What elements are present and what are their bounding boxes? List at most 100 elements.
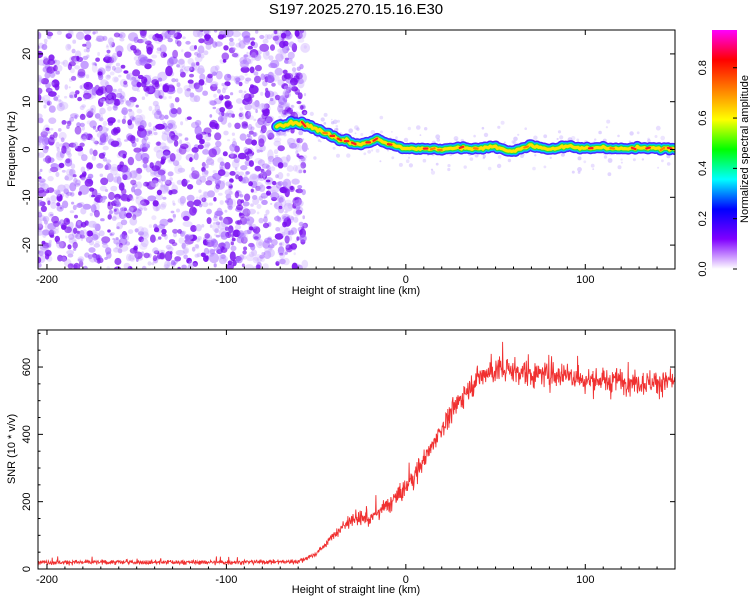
noise-speckle: [240, 62, 250, 69]
noise-speckle: [212, 71, 217, 77]
noise-speckle: [560, 152, 565, 157]
noise-speckle: [155, 123, 165, 130]
noise-speckle: [263, 250, 272, 259]
noise-speckle: [71, 75, 77, 81]
noise-speckle: [113, 104, 118, 109]
noise-speckle: [209, 100, 217, 106]
noise-speckle: [213, 213, 218, 219]
noise-speckle: [141, 251, 145, 256]
noise-speckle: [195, 61, 200, 66]
noise-speckle: [156, 189, 162, 196]
noise-speckle: [336, 153, 340, 158]
noise-speckle: [201, 224, 205, 228]
noise-speckle: [278, 197, 284, 203]
snr-x-axis: -200 -100 0 100: [36, 330, 676, 586]
noise-speckle: [286, 154, 291, 162]
noise-speckle: [543, 134, 548, 139]
noise-speckle: [228, 153, 238, 159]
noise-speckle: [296, 100, 302, 105]
noise-speckle: [247, 208, 256, 215]
noise-speckle: [268, 132, 273, 139]
noise-speckle: [164, 260, 171, 269]
noise-speckle: [172, 202, 176, 206]
noise-speckle: [398, 162, 403, 167]
noise-speckle: [267, 188, 272, 193]
noise-speckle: [241, 123, 249, 129]
noise-speckle: [64, 174, 74, 181]
noise-speckle: [238, 89, 243, 94]
noise-speckle: [259, 254, 265, 259]
noise-speckle: [285, 244, 292, 250]
noise-speckle: [59, 102, 63, 108]
noise-speckle: [281, 162, 288, 168]
noise-speckle: [154, 33, 160, 38]
noise-speckle: [260, 103, 264, 108]
noise-speckle: [356, 127, 360, 131]
noise-speckle: [239, 59, 249, 69]
noise-speckle: [275, 53, 284, 62]
noise-speckle: [85, 74, 90, 79]
noise-speckle: [549, 156, 552, 159]
noise-speckle: [135, 257, 139, 262]
noise-speckle: [148, 128, 155, 136]
noise-speckle: [172, 49, 179, 59]
noise-speckle: [218, 254, 223, 260]
noise-speckle: [227, 228, 231, 232]
noise-speckle: [205, 79, 209, 83]
noise-speckle: [96, 35, 105, 42]
noise-speckle: [164, 130, 170, 136]
noise-speckle: [239, 212, 244, 216]
noise-speckle: [207, 190, 215, 198]
noise-speckle: [283, 73, 291, 79]
noise-speckle: [168, 95, 172, 99]
noise-speckle: [395, 136, 398, 139]
noise-speckle: [169, 102, 175, 109]
noise-speckle: [292, 208, 301, 217]
noise-speckle: [180, 121, 184, 126]
noise-speckle: [391, 156, 395, 160]
snr-plot-area: [38, 330, 675, 569]
noise-speckle: [283, 133, 287, 137]
noise-speckle: [55, 190, 61, 197]
noise-speckle: [131, 76, 137, 81]
noise-speckle: [497, 155, 502, 159]
noise-speckle: [91, 234, 99, 241]
noise-speckle: [160, 201, 167, 208]
noise-speckle: [299, 229, 303, 235]
noise-speckle: [66, 168, 73, 176]
noise-speckle: [153, 131, 158, 136]
noise-speckle: [50, 194, 57, 202]
noise-speckle: [173, 262, 177, 266]
y-tick-label: -20: [21, 237, 33, 253]
noise-speckle: [120, 64, 126, 69]
noise-speckle: [161, 228, 167, 235]
noise-speckle: [81, 125, 86, 131]
noise-speckle: [222, 256, 228, 262]
noise-speckle: [295, 240, 298, 243]
noise-speckle: [161, 30, 167, 37]
noise-speckle: [176, 59, 186, 69]
noise-speckle: [38, 212, 43, 218]
noise-speckle: [94, 140, 99, 145]
noise-speckle: [120, 166, 131, 173]
noise-speckle: [228, 47, 235, 54]
noise-speckle: [214, 83, 218, 87]
noise-speckle: [135, 137, 139, 143]
noise-speckle: [206, 143, 211, 147]
noise-speckle: [176, 40, 182, 47]
noise-speckle: [487, 166, 492, 171]
noise-speckle: [151, 79, 159, 85]
noise-speckle: [200, 33, 204, 36]
noise-speckle: [43, 56, 48, 61]
noise-speckle: [424, 127, 428, 131]
noise-speckle: [275, 174, 279, 179]
noise-speckle: [130, 179, 137, 185]
noise-speckle: [241, 31, 251, 39]
noise-speckle: [96, 257, 101, 264]
noise-speckle: [590, 163, 595, 168]
noise-speckle: [190, 225, 197, 232]
noise-speckle: [117, 88, 123, 93]
noise-speckle: [170, 261, 176, 268]
noise-speckle: [168, 56, 178, 65]
noise-speckle: [79, 174, 86, 179]
